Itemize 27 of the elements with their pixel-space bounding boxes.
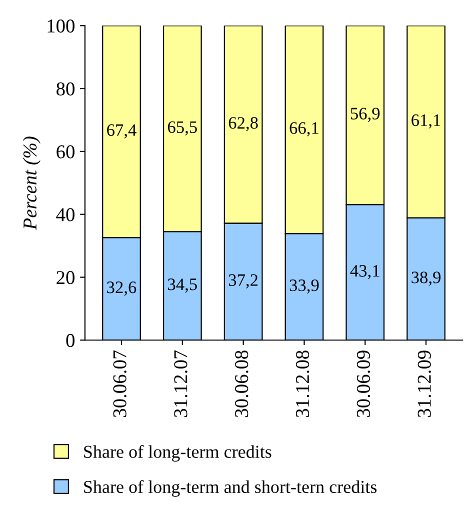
y-tick-label: 0	[66, 334, 74, 348]
y-tick-label: 20	[56, 271, 74, 284]
y-tick-label: 80	[56, 82, 74, 96]
data-label: 65,5	[168, 121, 197, 136]
data-label: 61,1	[412, 114, 440, 129]
y-tick-label: 40	[56, 208, 74, 222]
data-label: 62,8	[228, 117, 258, 132]
x-tick-label: 31.12.07	[174, 350, 188, 417]
data-label: 43,1	[350, 265, 380, 280]
x-tick-label: 31.12.09	[418, 350, 431, 417]
data-label: 38,9	[412, 272, 440, 286]
data-label: 37,2	[228, 274, 258, 288]
data-label: 56,9	[350, 108, 380, 122]
data-label: 33,9	[290, 279, 319, 294]
y-tick-label: 100	[48, 19, 74, 33]
y-tick-label: 60	[56, 145, 74, 158]
x-tick-label: 30.06.08	[235, 350, 248, 417]
x-tick-label: 30.06.09	[356, 350, 370, 417]
data-label: 32,6	[107, 282, 136, 296]
x-tick-label: 31.12.08	[296, 350, 310, 417]
x-tick-label: 30.06.07	[113, 350, 126, 417]
legend-label: Share of long-term credits	[84, 445, 272, 462]
data-label: 34,5	[168, 278, 197, 293]
legend-label: Share of long-term and short-tern credits	[84, 480, 377, 497]
data-label: 67,4	[107, 124, 136, 138]
y-axis-title: Percent (%)	[22, 136, 41, 230]
data-label: 66,1	[290, 122, 318, 136]
